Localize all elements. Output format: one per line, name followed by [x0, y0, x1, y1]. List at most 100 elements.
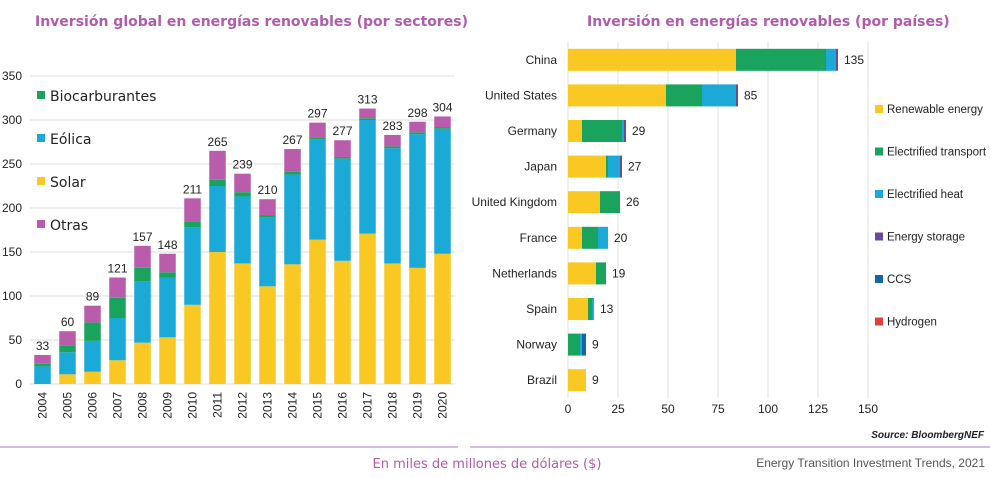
bar-segment-otras — [234, 173, 251, 193]
bar-segment-e-lica — [409, 134, 426, 268]
bar-segment-e-lica — [34, 366, 51, 384]
bar-segment-electrified-heat — [592, 298, 594, 320]
bar-segment-e-lica — [84, 340, 101, 372]
legend-swatch — [37, 177, 45, 185]
bar-segment-renewable-energy — [568, 369, 586, 392]
country-chart-x-ticks: 0 25 50 75 100 125 150 — [565, 402, 879, 416]
bar-segment-biocarburantes — [84, 322, 101, 341]
bar-segment-otras — [84, 305, 101, 323]
x-tick-label: 75 — [711, 402, 725, 416]
sector-chart-y-ticks: 0 50 100 150 200 250 300 350 — [2, 69, 22, 391]
y-tick-label: 150 — [2, 245, 22, 259]
bar-segment-electrified-transport — [582, 226, 598, 249]
bar-segment-e-lica — [134, 281, 151, 343]
bar-segment-otras — [309, 122, 326, 138]
category-label: Brazil — [527, 373, 557, 387]
legend-label: Electrified heat — [887, 189, 964, 201]
bar-segment-e-lica — [109, 318, 126, 361]
x-tick-label: 125 — [808, 402, 828, 416]
bar-segment-electrified-heat — [622, 120, 624, 142]
bar-total-label: 277 — [332, 124, 352, 138]
bar-segment-otras — [334, 140, 351, 157]
legend-swatch — [875, 275, 883, 283]
bar-total-label: 297 — [307, 107, 327, 121]
bar-segment-electrified-transport — [600, 191, 620, 214]
bar-segment-electrified-transport — [568, 333, 580, 356]
sector-chart-legend: Biocarburantes Eólica Solar Otras — [37, 89, 156, 234]
bar-total-label: 27 — [628, 160, 642, 174]
bar-segment-e-lica — [309, 139, 326, 240]
bar-segment-solar — [184, 304, 201, 384]
bar-segment-solar — [59, 374, 76, 384]
bar-segment-renewable-energy — [568, 48, 736, 71]
category-label: United States — [485, 88, 557, 102]
bar-segment-ccs — [582, 333, 586, 356]
bar-segment-e-lica — [259, 217, 276, 287]
legend-swatch — [875, 317, 883, 326]
bar-segment-otras — [59, 331, 76, 346]
legend-swatch — [37, 220, 45, 228]
bar-segment-solar — [209, 252, 226, 384]
bar-segment-solar — [159, 337, 176, 384]
bar-segment-energy-storage — [624, 120, 626, 142]
legend-label: Renewable energy — [887, 104, 983, 116]
bar-segment-e-lica — [284, 174, 301, 265]
x-tick-label: 150 — [858, 402, 878, 416]
legend-swatch — [37, 91, 45, 99]
bar-total-label: 239 — [232, 158, 252, 172]
country-chart-bars — [568, 48, 838, 392]
bar-segment-otras — [359, 108, 376, 119]
category-label: Netherlands — [492, 266, 557, 280]
bar-segment-solar — [409, 267, 426, 384]
bar-segment-biocarburantes — [34, 363, 51, 367]
category-label: China — [526, 53, 558, 67]
bar-segment-solar — [309, 239, 326, 384]
bar-total-label: 26 — [626, 195, 640, 209]
bar-total-label: 19 — [612, 266, 626, 280]
bar-total-label: 13 — [600, 302, 614, 316]
country-chart-categories: China United States Germany Japan United Kin… — [472, 53, 558, 387]
bar-total-label: 121 — [107, 262, 127, 276]
bar-segment-solar — [359, 233, 376, 384]
bar-total-label: 60 — [61, 315, 75, 329]
bar-segment-electrified-transport — [736, 48, 826, 71]
y-tick-label: 100 — [2, 289, 22, 303]
bar-total-label: 29 — [632, 124, 646, 138]
bar-segment-biocarburantes — [209, 179, 226, 186]
y-tick-label: 200 — [2, 201, 22, 215]
x-tick-label: 2008 — [136, 392, 150, 419]
y-tick-label: 0 — [15, 377, 22, 391]
bar-total-label: 89 — [86, 290, 100, 304]
x-tick-label: 0 — [565, 402, 572, 416]
bar-segment-biocarburantes — [234, 192, 251, 197]
bar-segment-biocarburantes — [159, 272, 176, 278]
bar-segment-biocarburantes — [134, 267, 151, 282]
bar-segment-solar — [134, 342, 151, 384]
legend-swatch — [37, 134, 45, 142]
bar-segment-e-lica — [434, 128, 451, 254]
bar-segment-otras — [209, 150, 226, 180]
bar-segment-electrified-transport — [588, 298, 592, 320]
x-tick-label: 2009 — [161, 392, 175, 419]
credit-caption: Energy Transition Investment Trends, 202… — [756, 456, 985, 470]
bar-total-label: 9 — [592, 338, 599, 352]
legend-label: Hydrogen — [887, 317, 937, 329]
bar-segment-renewable-energy — [568, 191, 600, 214]
sector-chart: Inversión global en energías renovables … — [2, 14, 468, 419]
bar-segment-electrified-transport — [666, 84, 702, 107]
bar-total-label: 20 — [614, 231, 628, 245]
sector-chart-bars — [34, 108, 451, 384]
bar-segment-e-lica — [159, 277, 176, 338]
category-label: Spain — [526, 302, 557, 316]
x-tick-label: 2017 — [361, 392, 375, 419]
bar-segment-otras — [159, 253, 176, 273]
bar-total-label: 85 — [744, 88, 758, 102]
y-tick-label: 350 — [2, 69, 22, 83]
bar-segment-biocarburantes — [309, 137, 326, 140]
bar-segment-energy-storage — [736, 84, 738, 107]
bar-segment-solar — [334, 260, 351, 384]
x-tick-label: 2020 — [436, 392, 450, 419]
bar-segment-biocarburantes — [109, 297, 126, 318]
bar-segment-renewable-energy — [568, 226, 582, 249]
bar-segment-biocarburantes — [434, 127, 451, 129]
